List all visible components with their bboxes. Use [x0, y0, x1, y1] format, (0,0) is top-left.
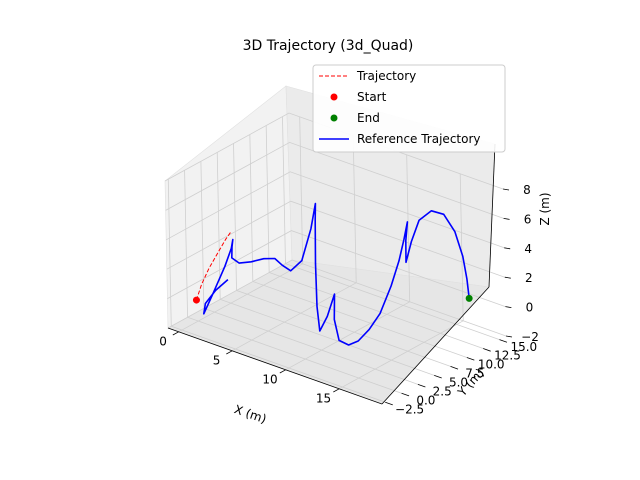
tick-marks: 0 5 10 15 −2.50.02.55.07.510.012.515.0−2 0 2 4 6…: [159, 183, 539, 416]
z-tick-label: 8: [523, 183, 531, 197]
z-tick-label: 0: [526, 301, 534, 315]
chart-title: 3D Trajectory (3d_Quad): [243, 38, 414, 54]
z-gridline: [164, 112, 504, 190]
x-tick-label: 10: [262, 372, 277, 386]
z-gridline: [167, 259, 507, 337]
x-tick-mark: [333, 388, 340, 393]
z-axis-label: Z (m): [538, 192, 552, 225]
z-tick-label: 4: [524, 242, 532, 256]
x-tick-mark: [279, 369, 286, 374]
z-tick-mark: [502, 188, 510, 191]
y-tick-label: 5.0: [449, 376, 468, 390]
series-layer: [192, 202, 473, 346]
y-tick-label: −2.5: [395, 402, 424, 416]
y-tick-mark: [466, 357, 475, 361]
legend-start-label: Start: [357, 90, 387, 104]
legend-start-marker: [330, 93, 338, 101]
legend-trajectory-label: Trajectory: [356, 69, 416, 83]
y-tick-mark: [385, 401, 393, 406]
legend-reference-trajectory-label: Reference Trajectory: [357, 132, 481, 146]
x-tick-label: 0: [159, 334, 167, 348]
legend-frame: [312, 64, 506, 153]
legend-end-label: End: [357, 111, 380, 125]
y-tick-label: 7.5: [465, 367, 484, 381]
reference-trajectory-line: [203, 202, 470, 346]
y-tick-label: 2.5: [433, 385, 452, 399]
x-tick-mark: [172, 331, 179, 336]
y-tick-label: 12.5: [494, 349, 521, 363]
z-tick-mark: [505, 335, 513, 338]
y-tick-mark: [450, 366, 459, 370]
z-tick-mark: [505, 306, 512, 308]
y-tick-label: 10.0: [478, 358, 505, 372]
legend-end-marker: [330, 114, 338, 122]
y-axis-line: [381, 286, 490, 405]
z-tick-mark: [504, 276, 511, 279]
z-tick-mark: [504, 247, 511, 250]
z-tick-label: −2: [521, 330, 539, 344]
y-tick-mark: [434, 374, 442, 379]
z-tick-mark: [503, 218, 510, 220]
x-tick-mark: [226, 350, 233, 355]
end-marker: [465, 294, 473, 302]
y-tick-label: 0.0: [416, 393, 435, 407]
z-tick-label: 2: [525, 271, 533, 285]
y-tick-label: 15.0: [510, 340, 537, 354]
start-marker: [192, 296, 200, 304]
z-axis-line: [488, 143, 496, 288]
y-tick-mark: [483, 348, 491, 352]
z-gridline: [165, 141, 504, 219]
z-gridline: [166, 171, 505, 249]
z-tick-label: 6: [524, 212, 532, 226]
legend: Trajectory Start End Reference Trajectory: [312, 64, 506, 153]
x-axis-label: X (m): [232, 402, 268, 426]
y-tick-mark: [499, 339, 508, 343]
x-tick-label: 5: [213, 353, 221, 367]
z-gridline: [166, 200, 505, 278]
x-tick-label: 15: [316, 391, 331, 405]
y-tick-mark: [401, 392, 410, 397]
y-tick-mark: [417, 383, 426, 388]
trajectory-line: [195, 232, 231, 301]
axis-lines: [167, 143, 496, 405]
x-axis-line: [167, 327, 383, 405]
z-gridline: [167, 230, 506, 307]
